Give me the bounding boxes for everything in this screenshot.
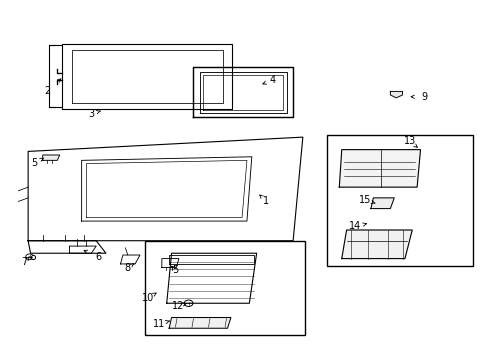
Text: 6: 6: [95, 252, 102, 262]
Text: 9: 9: [421, 92, 427, 102]
Polygon shape: [162, 258, 179, 267]
Polygon shape: [389, 91, 402, 98]
Polygon shape: [42, 155, 60, 160]
Text: 12: 12: [172, 301, 184, 311]
Polygon shape: [370, 198, 393, 208]
Polygon shape: [341, 230, 411, 258]
Text: 3: 3: [88, 109, 94, 119]
Text: 5: 5: [172, 265, 178, 275]
Text: 14: 14: [348, 221, 361, 231]
Bar: [326, 135, 472, 266]
Text: 11: 11: [153, 319, 165, 329]
Text: 2: 2: [44, 86, 51, 96]
Text: 13: 13: [403, 136, 415, 147]
Bar: [144, 241, 305, 336]
Polygon shape: [339, 150, 420, 187]
Text: 1: 1: [263, 197, 269, 206]
Text: 7: 7: [21, 257, 28, 267]
Polygon shape: [169, 318, 230, 328]
Text: 15: 15: [358, 195, 370, 204]
Text: 5: 5: [31, 158, 38, 168]
Text: 8: 8: [124, 262, 131, 273]
Text: 10: 10: [142, 293, 154, 303]
Text: 4: 4: [269, 75, 275, 85]
